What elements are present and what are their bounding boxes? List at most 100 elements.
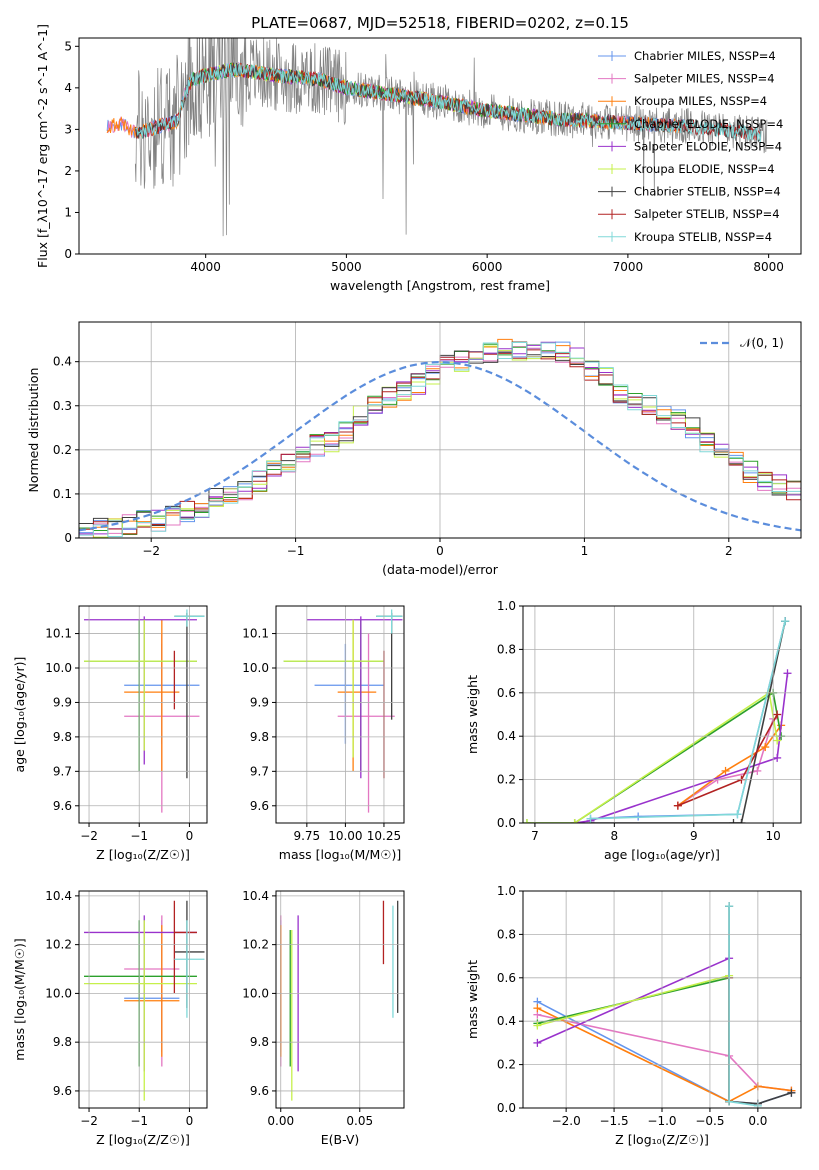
y-tick-label: 9.8 [53, 730, 72, 744]
legend-label: Chabrier MILES, NSSP=4 [634, 49, 776, 63]
axes-frame [78, 605, 208, 824]
panel-mass-vs-Z: −2 −1 0 9.6 9.8 10.0 10.2 10.4 Z [log₁₀(Z/Z☉)] ma… [12, 889, 208, 1147]
x-tick-label: 4000 [190, 260, 221, 274]
y-tick-label: 10.0 [45, 661, 72, 675]
x-tick-label: 10.00 [328, 829, 362, 843]
y-tick-label: 0.4 [53, 355, 72, 369]
y-axis-label: age [log₁₀(age/yr)] [12, 657, 27, 773]
y-tick-label: 0.8 [497, 642, 516, 656]
y-tick-label: 0.6 [497, 686, 516, 700]
x-axis-label: Z [log₁₀(Z/Z☉)] [96, 847, 190, 862]
y-tick-label: 0.2 [497, 1058, 516, 1072]
x-axis-label: Z [log₁₀(Z/Z☉)] [615, 1132, 709, 1147]
y-tick-label: 9.8 [250, 730, 269, 744]
x-tick-label: 9.75 [293, 829, 320, 843]
x-tick-label: 7000 [613, 260, 644, 274]
x-tick-label: −1 [130, 1114, 148, 1128]
y-tick-label: 9.9 [53, 695, 72, 709]
y-tick-label: 1.0 [497, 884, 516, 898]
model-spectrum-kroupa-stelib [135, 62, 762, 143]
y-tick-label: 9.6 [53, 1084, 72, 1098]
y-tick-label: 10.2 [242, 938, 269, 952]
x-tick-label: 0.00 [267, 1114, 294, 1128]
x-axis-label: (data-model)/error [382, 562, 499, 577]
y-axis-label: mass weight [465, 960, 480, 1039]
y-tick-label: 0.2 [53, 443, 72, 457]
y-tick-label: 9.6 [250, 799, 269, 813]
legend-label: Salpeter ELODIE, NSSP=4 [634, 139, 782, 153]
x-tick-label: 0 [186, 829, 194, 843]
x-tick-label: 8 [611, 829, 619, 843]
y-tick-label: 10.4 [45, 889, 72, 903]
weight-line [537, 1007, 792, 1103]
y-tick-label: 0.4 [497, 729, 516, 743]
y-tick-label: 3 [64, 122, 72, 136]
y-tick-label: 4 [64, 81, 72, 95]
y-tick-label: 1.0 [497, 599, 516, 613]
x-tick-label: −2 [80, 829, 98, 843]
weight-line [574, 673, 789, 823]
y-tick-label: 0.0 [497, 1101, 516, 1115]
weight-line [590, 621, 786, 823]
legend-label: 𝒩(0, 1) [740, 336, 784, 350]
panel-massweight-vs-age: 7 8 9 10 0.0 0.2 0.4 0.6 0.8 1.0 age [log₁₀(age/yr… [465, 599, 802, 862]
x-tick-label: −0.5 [695, 1114, 724, 1128]
x-tick-label: 10 [766, 829, 781, 843]
y-tick-label: 9.7 [250, 764, 269, 778]
legend-label: Kroupa ELODIE, NSSP=4 [634, 162, 775, 176]
panel-mass-vs-ebv: 0.00 0.05 9.6 9.8 10.0 10.2 10.4 E(B-V) [242, 889, 405, 1147]
axes-frame [275, 890, 405, 1109]
y-tick-label: 0 [64, 531, 72, 545]
x-axis-label: Z [log₁₀(Z/Z☉)] [96, 1132, 190, 1147]
y-tick-label: 10.0 [242, 661, 269, 675]
panel-age-vs-Z: −2 −1 0 9.6 9.7 9.8 9.9 10.0 10.1 Z [log₁₀(Z/Z☉)]… [12, 605, 208, 862]
x-axis-label: age [log₁₀(age/yr)] [604, 847, 720, 862]
y-axis-label: Flux [f_λ10^-17 erg cm^-2 s^-1 A^-1] [35, 24, 50, 268]
panel-residuals: −2 −1 0 1 2 0 0.1 0.2 0.3 0.4 (data-model)/error No… [26, 321, 802, 577]
y-tick-label: 9.9 [250, 695, 269, 709]
y-tick-label: 0 [64, 247, 72, 261]
y-tick-label: 10.0 [242, 986, 269, 1000]
y-tick-label: 9.7 [53, 764, 72, 778]
legend-label: Kroupa MILES, NSSP=4 [634, 94, 767, 108]
legend-label: Salpeter STELIB, NSSP=4 [634, 207, 780, 221]
y-tick-label: 10.4 [242, 889, 269, 903]
y-tick-label: 10.1 [242, 627, 269, 641]
y-axis-label: Normed distribution [26, 368, 41, 493]
figure-title: PLATE=0687, MJD=52518, FIBERID=0202, z=0… [251, 14, 629, 32]
y-tick-label: 10.1 [45, 627, 72, 641]
axes-frame [522, 605, 802, 824]
legend-label: Chabrier ELODIE, NSSP=4 [634, 117, 783, 131]
plot-area-massweight-vs-Z [533, 902, 796, 1108]
x-tick-label: −1.0 [647, 1114, 676, 1128]
x-tick-label: 0 [436, 544, 444, 558]
y-tick-label: 2 [64, 164, 72, 178]
y-tick-label: 0.0 [497, 816, 516, 830]
panel-massweight-vs-Z: −2.0 −1.5 −1.0 −0.5 0.0 0.0 0.2 0.4 0.6 0.8 1.0 Z [… [465, 884, 802, 1147]
x-axis-label: wavelength [Angstrom, rest frame] [330, 278, 550, 293]
x-tick-label: 0.0 [748, 1114, 767, 1128]
x-tick-label: 0 [186, 1114, 194, 1128]
panel-spectrum: 4000 5000 6000 7000 8000 0 1 2 3 4 5 wavelength [An… [35, 24, 802, 293]
x-tick-label: −1 [130, 829, 148, 843]
panel-age-vs-mass: 9.75 10.00 10.25 9.6 9.7 9.8 9.9 10.0 10.1 mass [… [242, 605, 405, 862]
legend-label: Salpeter MILES, NSSP=4 [634, 72, 775, 86]
legend-label: Chabrier STELIB, NSSP=4 [634, 185, 781, 199]
y-axis-label: mass [log₁₀(M/M☉)] [12, 938, 27, 1060]
x-tick-label: −1.5 [599, 1114, 628, 1128]
x-tick-label: −1 [287, 544, 305, 558]
x-axis-label: E(B-V) [321, 1132, 360, 1147]
axes-frame [78, 890, 208, 1109]
y-tick-label: 9.8 [53, 1035, 72, 1049]
y-tick-label: 0.1 [53, 487, 72, 501]
y-tick-label: 9.6 [250, 1084, 269, 1098]
histogram-kroupa-stelib [79, 341, 801, 538]
x-axis-label: mass [log₁₀(M/M☉)] [279, 847, 401, 862]
axes-frame [275, 605, 405, 824]
y-tick-label: 9.8 [250, 1035, 269, 1049]
y-tick-label: 5 [64, 39, 72, 53]
x-tick-label: −2.0 [552, 1114, 581, 1128]
